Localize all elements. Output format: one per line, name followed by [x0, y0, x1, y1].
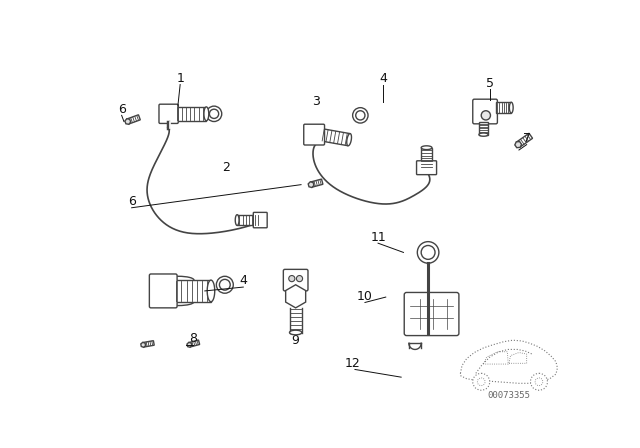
Text: 10: 10 — [357, 290, 373, 303]
Circle shape — [417, 241, 439, 263]
Polygon shape — [125, 119, 131, 124]
Circle shape — [473, 373, 490, 390]
Circle shape — [477, 378, 485, 386]
Circle shape — [209, 109, 219, 118]
Polygon shape — [172, 280, 211, 302]
FancyBboxPatch shape — [149, 274, 177, 308]
Circle shape — [296, 276, 303, 282]
Circle shape — [206, 106, 221, 121]
FancyBboxPatch shape — [417, 161, 436, 175]
Polygon shape — [127, 115, 140, 124]
Ellipse shape — [163, 298, 194, 306]
Polygon shape — [516, 133, 532, 147]
Circle shape — [421, 246, 435, 259]
Polygon shape — [515, 142, 522, 148]
Polygon shape — [187, 342, 192, 347]
Text: 5: 5 — [486, 77, 493, 90]
Polygon shape — [237, 215, 260, 225]
Polygon shape — [204, 107, 209, 121]
Text: 9: 9 — [292, 334, 300, 347]
FancyBboxPatch shape — [304, 124, 324, 145]
Ellipse shape — [163, 276, 194, 284]
Text: 12: 12 — [345, 357, 360, 370]
Polygon shape — [207, 280, 215, 302]
Polygon shape — [308, 182, 314, 188]
FancyBboxPatch shape — [284, 269, 308, 291]
FancyBboxPatch shape — [473, 99, 497, 124]
Polygon shape — [496, 102, 511, 113]
Polygon shape — [421, 146, 432, 150]
Circle shape — [481, 111, 490, 120]
Text: 4: 4 — [380, 72, 387, 85]
Circle shape — [535, 378, 543, 386]
Polygon shape — [310, 179, 323, 187]
Text: 7: 7 — [523, 132, 531, 145]
Polygon shape — [141, 342, 145, 347]
Polygon shape — [347, 134, 351, 146]
FancyBboxPatch shape — [159, 104, 178, 124]
Polygon shape — [143, 340, 154, 347]
Polygon shape — [189, 340, 200, 347]
Circle shape — [220, 280, 230, 290]
Polygon shape — [479, 133, 488, 136]
Polygon shape — [174, 107, 206, 121]
Circle shape — [289, 276, 295, 282]
Circle shape — [356, 111, 365, 120]
Polygon shape — [421, 148, 432, 169]
Text: 11: 11 — [370, 231, 386, 244]
Text: 1: 1 — [176, 72, 184, 85]
FancyBboxPatch shape — [253, 212, 267, 228]
Polygon shape — [479, 122, 488, 134]
Circle shape — [353, 108, 368, 123]
Polygon shape — [509, 102, 513, 113]
Text: 2: 2 — [223, 161, 230, 174]
FancyBboxPatch shape — [404, 293, 459, 336]
Text: 6: 6 — [128, 195, 136, 208]
Polygon shape — [285, 285, 306, 308]
Text: 00073355: 00073355 — [488, 391, 531, 400]
Polygon shape — [319, 129, 350, 146]
Text: 8: 8 — [189, 332, 197, 345]
Circle shape — [216, 276, 234, 293]
Polygon shape — [236, 215, 239, 225]
Text: 4: 4 — [239, 275, 247, 288]
Text: 3: 3 — [312, 95, 321, 108]
Text: 6: 6 — [118, 103, 125, 116]
Circle shape — [531, 373, 547, 390]
Ellipse shape — [289, 330, 302, 335]
